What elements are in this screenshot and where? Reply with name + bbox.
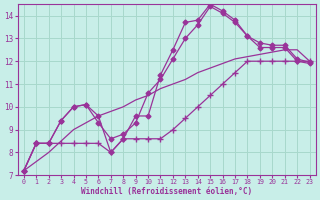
X-axis label: Windchill (Refroidissement éolien,°C): Windchill (Refroidissement éolien,°C) (81, 187, 252, 196)
